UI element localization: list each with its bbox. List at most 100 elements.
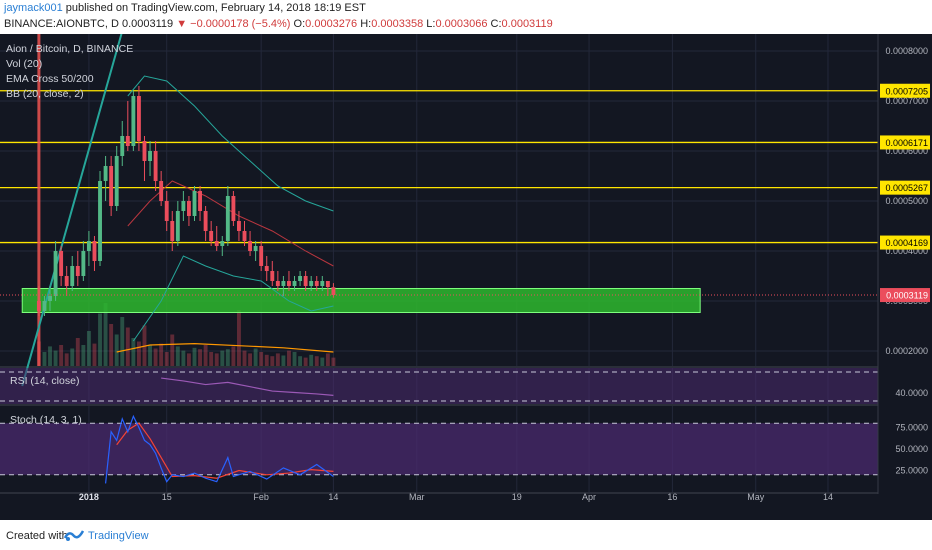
candle-body bbox=[264, 266, 269, 271]
candle-body bbox=[331, 287, 336, 296]
candle-body bbox=[103, 166, 108, 181]
volume-bar bbox=[186, 353, 191, 366]
volume-bar bbox=[103, 303, 108, 366]
candle-body bbox=[192, 191, 197, 216]
volume-bar bbox=[181, 350, 186, 366]
volume-bar bbox=[248, 353, 253, 366]
candle bbox=[36, 286, 41, 316]
volume-bar bbox=[270, 356, 275, 366]
candle bbox=[125, 101, 130, 151]
candle bbox=[198, 186, 202, 221]
candle-body bbox=[231, 196, 236, 221]
candle bbox=[75, 251, 80, 286]
candle-body bbox=[86, 241, 91, 251]
bb-upper-line bbox=[127, 75, 334, 212]
candle-body bbox=[209, 231, 214, 241]
tradingview-logo-icon[interactable] bbox=[63, 528, 85, 545]
publish-line: jaymack001 published on TradingView.com,… bbox=[4, 2, 366, 14]
high-label: H: bbox=[360, 18, 372, 30]
time-axis-background bbox=[0, 494, 932, 520]
candle bbox=[281, 276, 286, 296]
time-tick-label: Feb bbox=[253, 492, 269, 502]
low-value: 0.0003066 bbox=[435, 18, 488, 30]
volume-bar bbox=[231, 346, 236, 366]
candle-body bbox=[287, 281, 291, 286]
price-chart[interactable]: 0.0008000 0.0007000 0.0006000 0.0005000 0.00… bbox=[0, 34, 932, 520]
rsi-label[interactable]: RSI (14, close) bbox=[10, 375, 79, 387]
candle-body bbox=[53, 251, 58, 296]
publish-info: published on TradingView.com, February 1… bbox=[65, 2, 366, 14]
price-tick-label: 0.0005000 bbox=[885, 196, 928, 206]
volume-bar bbox=[164, 352, 169, 366]
volume-bar bbox=[309, 354, 314, 366]
symbol-line: BINANCE:AIONBTC, D 0.0003119 ▼ −0.000017… bbox=[4, 18, 553, 30]
candle-body bbox=[42, 301, 47, 311]
candle bbox=[175, 201, 180, 246]
volume-bar bbox=[292, 352, 297, 366]
volume-bar bbox=[303, 357, 308, 366]
candle-body bbox=[314, 281, 319, 286]
candle-body bbox=[270, 271, 275, 281]
author-link[interactable]: jaymack001 bbox=[4, 2, 63, 14]
volume-bar bbox=[92, 343, 97, 366]
candle-body bbox=[248, 241, 253, 251]
volume-ma-line bbox=[116, 342, 334, 353]
support-zone bbox=[21, 288, 701, 313]
volume-bar bbox=[48, 346, 52, 366]
volume-bar bbox=[136, 341, 141, 366]
legend-bollinger[interactable]: BB (20, close, 2) bbox=[6, 88, 84, 100]
rsi-line bbox=[161, 377, 334, 396]
candle bbox=[186, 196, 191, 226]
legend-volume[interactable]: Vol (20) bbox=[6, 58, 42, 70]
candle-body bbox=[303, 276, 308, 286]
candle-body bbox=[181, 201, 186, 211]
volume-bar bbox=[131, 338, 136, 366]
stoch-k-line bbox=[104, 414, 334, 484]
legend-ema-cross[interactable]: EMA Cross 50/200 bbox=[6, 73, 94, 85]
candle-body bbox=[36, 301, 41, 311]
volume-bar bbox=[153, 348, 158, 366]
candle-body bbox=[142, 141, 147, 161]
stoch-label[interactable]: Stoch (14, 3, 1) bbox=[10, 414, 82, 426]
volume-bar bbox=[275, 353, 280, 366]
candle bbox=[98, 171, 102, 266]
time-tick-label: 14 bbox=[823, 492, 833, 502]
volume-bar bbox=[209, 352, 214, 366]
volume-bar bbox=[331, 357, 336, 366]
time-tick-label: Apr bbox=[582, 492, 596, 502]
candle bbox=[309, 276, 314, 291]
volume-bar bbox=[125, 327, 130, 366]
volume-bar bbox=[114, 334, 119, 366]
legend-title: Aion / Bitcoin, D, BINANCE bbox=[6, 43, 133, 55]
candle-body bbox=[125, 136, 130, 146]
bb-basis-line bbox=[127, 180, 334, 267]
candle-body bbox=[70, 266, 75, 286]
candle-body bbox=[159, 181, 164, 201]
trend-line bbox=[21, 34, 123, 387]
candle bbox=[59, 246, 64, 286]
price-level-tag bbox=[880, 83, 930, 98]
candle-body bbox=[148, 151, 152, 161]
candle bbox=[325, 281, 330, 296]
volume-bar bbox=[42, 352, 47, 366]
volume-bar bbox=[175, 346, 180, 366]
price-tick-label: 0.0007000 bbox=[885, 96, 928, 106]
price-level-label: 0.0007205 bbox=[885, 86, 928, 96]
candle-body bbox=[98, 181, 102, 261]
candle-body bbox=[153, 151, 158, 181]
tradingview-link[interactable]: TradingView bbox=[88, 530, 149, 542]
candle bbox=[270, 261, 275, 286]
volume-bar bbox=[287, 350, 291, 366]
price-axis-background bbox=[878, 34, 932, 494]
candle bbox=[242, 221, 247, 246]
candle-body bbox=[136, 96, 141, 141]
rsi-tick-label: 40.0000 bbox=[895, 388, 928, 398]
candle-body bbox=[131, 96, 136, 146]
candle-body bbox=[281, 281, 286, 286]
price-level-label: 0.0004169 bbox=[885, 238, 928, 248]
candle-body bbox=[325, 281, 330, 287]
volume-bar bbox=[237, 310, 241, 366]
candle-body bbox=[81, 251, 86, 276]
candle bbox=[142, 136, 147, 181]
volume-bar bbox=[220, 350, 225, 366]
